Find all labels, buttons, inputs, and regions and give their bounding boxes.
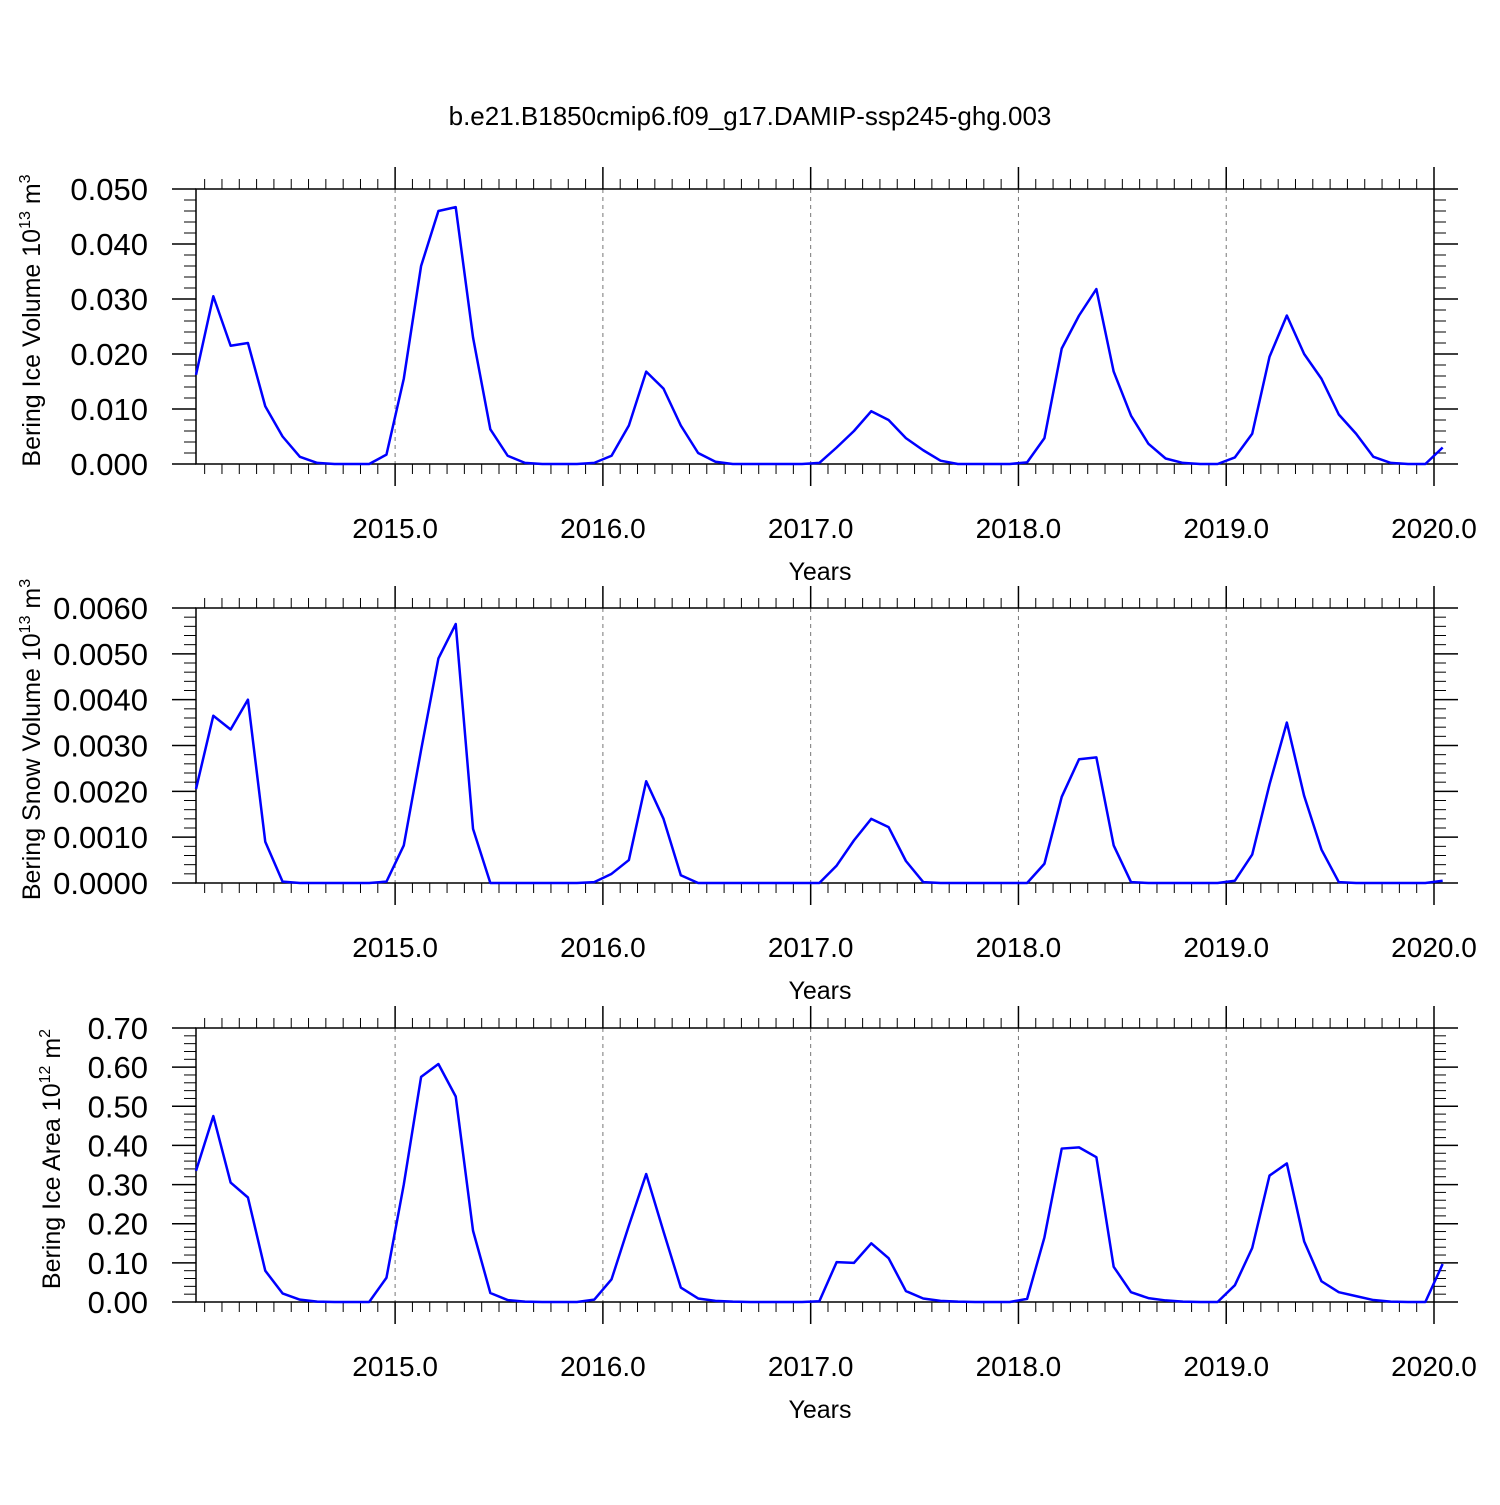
x-tick-label: 2017.0 [768, 932, 854, 963]
y-tick-label: 0.40 [88, 1128, 148, 1163]
y-tick-label: 0.00 [88, 1285, 148, 1320]
plot-frame-1 [195, 188, 1435, 465]
x-axis-label: Years [788, 1396, 851, 1424]
series-line-2 [194, 622, 1443, 885]
x-axis-label: Years [788, 977, 851, 1005]
y-tick-label: 0.50 [88, 1089, 148, 1124]
y-tick-label: 0.050 [70, 172, 148, 207]
x-tick-label: 2020.0 [1391, 513, 1477, 544]
x-tick-label: 2020.0 [1391, 1351, 1477, 1382]
y-tick-label: 0.70 [88, 1011, 148, 1046]
x-tick-label: 2015.0 [352, 932, 438, 963]
y-tick-label: 0.000 [70, 447, 148, 482]
y-tick-label: 0.60 [88, 1050, 148, 1085]
y-axis-label: Bering Ice Volume 1013 m3 [17, 174, 46, 466]
y-axis-label: Bering Ice Area 1012 m2 [37, 1029, 66, 1289]
plot-frame-2 [195, 607, 1435, 884]
y-tick-label: 0.040 [70, 227, 148, 262]
x-tick-label: 2017.0 [768, 513, 854, 544]
figure-title: b.e21.B1850cmip6.f09_g17.DAMIP-ssp245-gh… [449, 101, 1052, 131]
y-tick-label: 0.20 [88, 1207, 148, 1242]
x-tick-label: 2015.0 [352, 1351, 438, 1382]
x-tick-label: 2015.0 [352, 513, 438, 544]
x-axis-label: Years [788, 558, 851, 586]
x-tick-label: 2018.0 [976, 1351, 1062, 1382]
x-tick-label: 2019.0 [1183, 932, 1269, 963]
x-tick-label: 2020.0 [1391, 932, 1477, 963]
y-tick-label: 0.0000 [53, 866, 148, 901]
x-tick-label: 2016.0 [560, 932, 646, 963]
plot-frame-3 [195, 1027, 1435, 1303]
x-tick-label: 2016.0 [560, 1351, 646, 1382]
series-line-3 [194, 1062, 1444, 1304]
x-tick-label: 2019.0 [1183, 513, 1269, 544]
x-tick-label: 2019.0 [1183, 1351, 1269, 1382]
y-tick-label: 0.10 [88, 1246, 148, 1281]
y-tick-label: 0.0020 [53, 774, 148, 809]
x-tick-label: 2018.0 [976, 513, 1062, 544]
y-axis-label: Bering Snow Volume 1013 m3 [17, 579, 46, 900]
y-tick-label: 0.030 [70, 282, 148, 317]
x-tick-label: 2018.0 [976, 932, 1062, 963]
y-tick-label: 0.0050 [53, 637, 148, 672]
y-tick-label: 0.020 [70, 337, 148, 372]
y-tick-label: 0.0040 [53, 683, 148, 718]
y-tick-label: 0.0010 [53, 820, 148, 855]
x-tick-label: 2017.0 [768, 1351, 854, 1382]
y-tick-label: 0.30 [88, 1168, 148, 1203]
series-line-1 [194, 205, 1444, 466]
y-tick-label: 0.0030 [53, 729, 148, 764]
y-tick-label: 0.0060 [53, 591, 148, 626]
x-tick-label: 2016.0 [560, 513, 646, 544]
y-tick-label: 0.010 [70, 392, 148, 427]
